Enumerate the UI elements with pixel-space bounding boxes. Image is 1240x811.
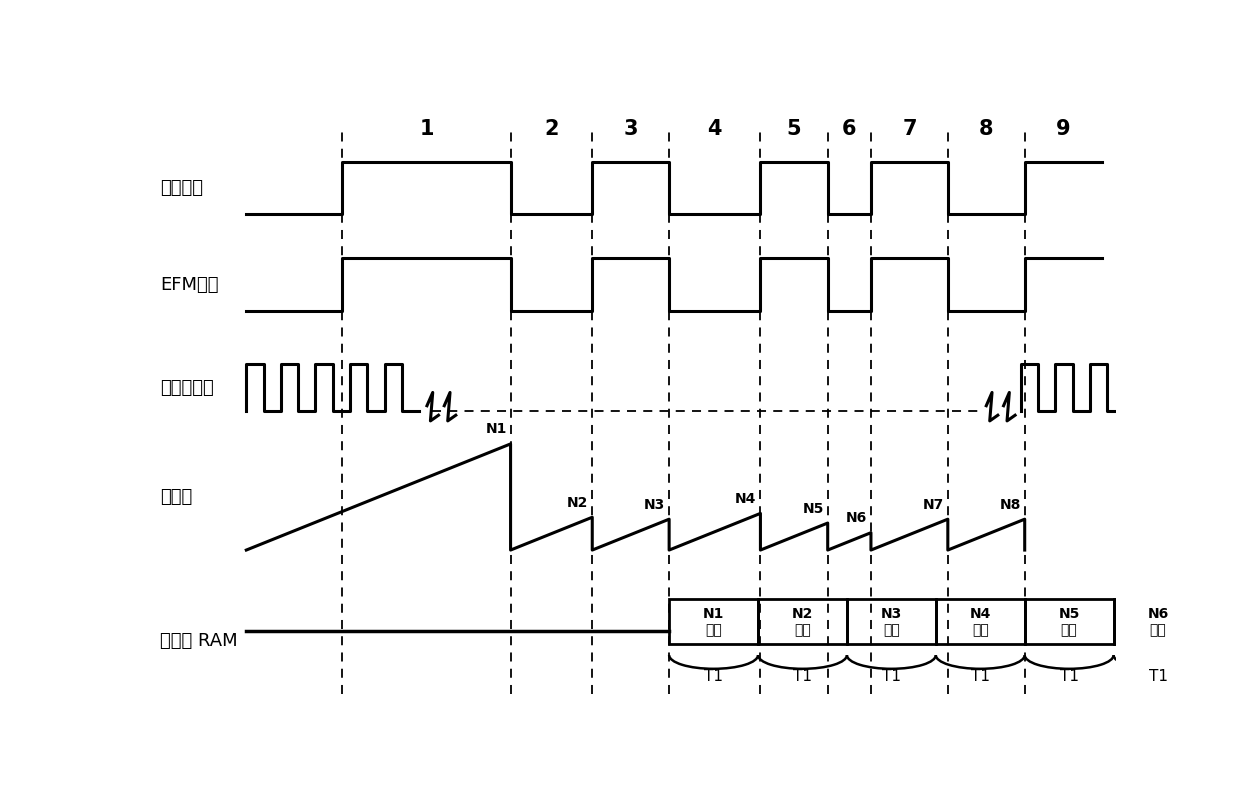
Text: N7: N7	[923, 498, 944, 512]
Text: 1: 1	[419, 118, 434, 139]
Bar	[1024, 599, 1114, 644]
Text: N5: N5	[1059, 607, 1080, 621]
Text: 写入: 写入	[883, 623, 900, 637]
Text: 9: 9	[1055, 118, 1070, 139]
Text: N4: N4	[970, 607, 991, 621]
Text: EFM信号: EFM信号	[160, 276, 218, 294]
Text: 4: 4	[708, 118, 722, 139]
Text: 缓冲器 RAM: 缓冲器 RAM	[160, 632, 237, 650]
Text: 6: 6	[842, 118, 857, 139]
Text: 计数器时钟: 计数器时钟	[160, 379, 213, 397]
Text: 写入: 写入	[972, 623, 988, 637]
Text: T1: T1	[971, 669, 990, 684]
Text: N5: N5	[802, 501, 823, 516]
Bar	[847, 599, 936, 644]
Text: 写入: 写入	[706, 623, 722, 637]
Text: N2: N2	[567, 496, 589, 510]
Bar	[670, 599, 758, 644]
Text: N6: N6	[846, 511, 867, 526]
Text: N3: N3	[644, 498, 666, 512]
Text: 计数值: 计数值	[160, 488, 192, 506]
Text: T1: T1	[1060, 669, 1079, 684]
Text: 3: 3	[624, 118, 637, 139]
Text: 2: 2	[544, 118, 559, 139]
Text: N1: N1	[485, 423, 507, 436]
Text: 8: 8	[980, 118, 993, 139]
Text: T1: T1	[792, 669, 812, 684]
Text: N2: N2	[792, 607, 813, 621]
Bar	[758, 599, 847, 644]
Text: N1: N1	[703, 607, 724, 621]
Text: T1: T1	[704, 669, 723, 684]
Bar	[936, 599, 1024, 644]
Text: 7: 7	[903, 118, 916, 139]
Text: 写入: 写入	[794, 623, 811, 637]
Text: T1: T1	[882, 669, 901, 684]
Text: N3: N3	[880, 607, 901, 621]
Text: T1: T1	[1148, 669, 1168, 684]
Text: 写入: 写入	[1149, 623, 1167, 637]
Text: 数据号码: 数据号码	[160, 179, 203, 197]
Text: 5: 5	[786, 118, 801, 139]
Text: N6: N6	[1147, 607, 1168, 621]
Text: 写入: 写入	[1060, 623, 1078, 637]
Bar	[1114, 599, 1203, 644]
Text: N8: N8	[999, 498, 1021, 512]
Text: N4: N4	[735, 492, 756, 506]
